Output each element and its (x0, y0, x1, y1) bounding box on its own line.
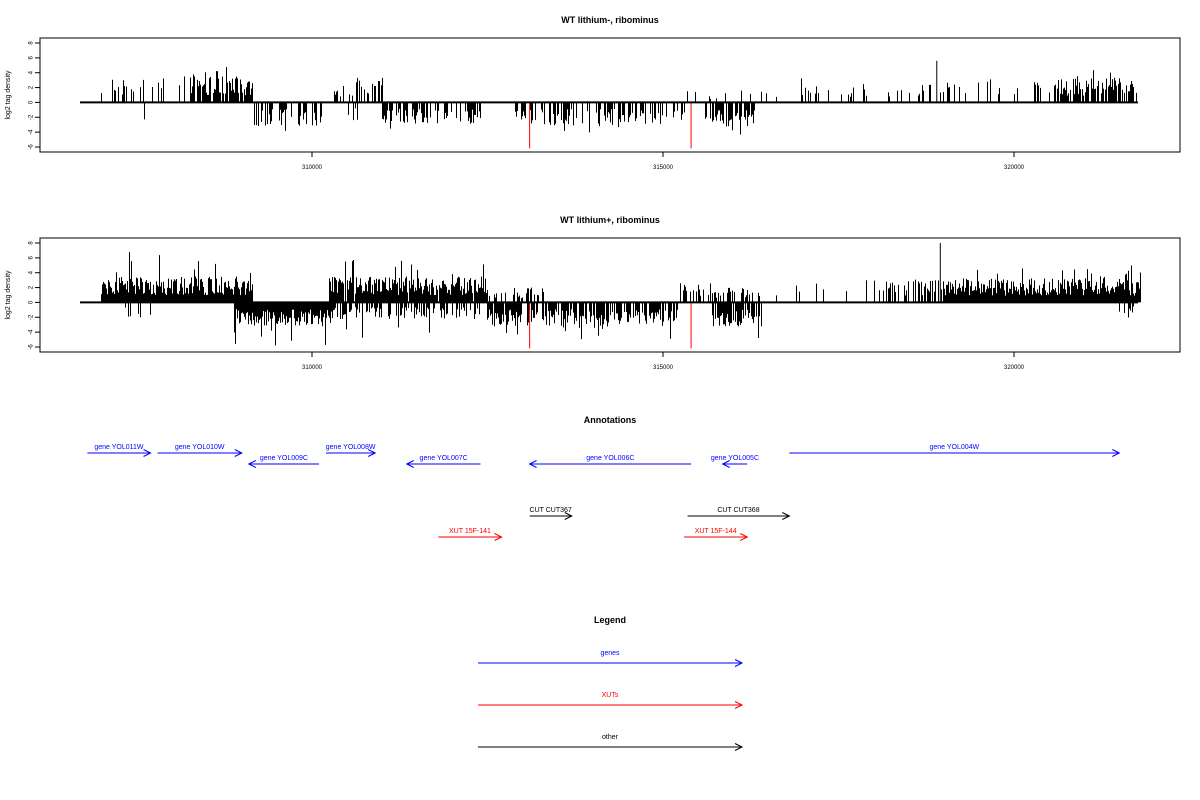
x-tick-label: 320000 (1004, 165, 1025, 171)
y-tick-label: -2 (29, 314, 35, 320)
track-lithium-minus: WT lithium-, ribominus log2 tag density … (5, 15, 1181, 171)
annotation-feature: CUT CUT368 (687, 507, 791, 520)
y-tick-label: 0 (29, 100, 35, 104)
y-tick-label: 4 (29, 70, 35, 74)
y-tick-label: 8 (29, 41, 35, 45)
annotation-feature: gene YOL004W (789, 444, 1121, 457)
x-tick-label: 315000 (653, 165, 674, 171)
x-tick-label: 320000 (1004, 365, 1025, 371)
feature-label: CUT CUT367 (530, 507, 572, 514)
y-tick-label: 8 (29, 241, 35, 245)
arrow-head (143, 449, 152, 457)
arrow-head (247, 460, 257, 468)
density-bars (80, 60, 1138, 149)
feature-label: gene YOL006C (586, 455, 634, 462)
arrow-head (740, 533, 749, 541)
x-tick-label: 315000 (653, 365, 674, 371)
feature-label: XUT 15F-141 (449, 528, 491, 535)
plot-frame (39, 237, 1181, 353)
arrow-head (721, 460, 730, 468)
feature-label: CUT CUT368 (717, 507, 759, 514)
annotations-title: Annotations (584, 415, 637, 425)
y-tick-label: 2 (29, 85, 35, 89)
annotations-track: Annotations gene YOL011W gene YOL010Wgene… (87, 415, 1121, 541)
plot-frame (39, 37, 1181, 153)
feature-label: gene YOL008W (326, 444, 376, 451)
feature-label: gene YOL007C (420, 455, 468, 462)
y-tick-label: 2 (29, 285, 35, 289)
feature-label: gene YOL005C (711, 455, 759, 462)
annotation-feature: gene YOL008W (326, 444, 377, 457)
track-lithium-plus: WT lithium+, ribominus log2 tag density … (5, 215, 1181, 371)
y-tick-label: 6 (29, 56, 35, 60)
arrow-head (782, 512, 791, 520)
arrow-head (528, 460, 537, 468)
feature-label: gene YOL009C (260, 455, 308, 462)
arrow-head (1112, 449, 1121, 457)
annotation-feature: gene YOL006C (528, 455, 692, 468)
arrow-head (734, 659, 744, 667)
legend-item: other (478, 734, 744, 751)
y-axis-label: log2 tag density (5, 70, 12, 120)
annotation-feature: gene YOL009C (247, 455, 320, 468)
y-tick-label: -4 (29, 329, 35, 335)
y-tick-label: 6 (29, 256, 35, 260)
y-tick-label: -6 (29, 344, 35, 350)
legend-item: XUTs (478, 692, 744, 709)
y-axis-label: log2 tag density (5, 270, 12, 320)
feature-label: gene YOL010W (175, 444, 225, 451)
annotation-features: gene YOL011W gene YOL010W gene YOL009C gene… (87, 444, 1121, 541)
y-tick-label: -4 (29, 129, 35, 135)
legend-label: genes (600, 650, 620, 657)
y-tick-label: -6 (29, 144, 35, 150)
axes: 8 6 4 2 0 -2 -4 -6 310000 315000 320000 (29, 41, 1025, 171)
legend-title: Legend (594, 615, 626, 625)
axes: 8 6 4 2 0 -2 -4 -6 310000 315000 320000 (29, 241, 1025, 371)
density-bars (80, 243, 1141, 349)
annotation-feature: CUT CUT367 (530, 507, 573, 520)
feature-label: gene YOL011W (94, 444, 144, 451)
arrow-head (564, 512, 573, 520)
y-tick-label: -2 (29, 114, 35, 120)
annotation-feature: gene YOL007C (405, 455, 481, 468)
arrow-head (234, 449, 243, 457)
track-title: WT lithium+, ribominus (560, 215, 660, 225)
legend: Legend genes XUTs other (478, 615, 744, 751)
annotation-feature: gene YOL005C (711, 455, 759, 468)
legend-label: other (602, 734, 619, 741)
arrow-head (734, 701, 744, 709)
arrow-head (494, 533, 503, 541)
legend-item: genes (478, 650, 744, 667)
annotation-feature: XUT 15F-144 (684, 528, 749, 541)
legend-items: genes XUTs other (478, 650, 744, 751)
annotation-feature: gene YOL011W (87, 444, 152, 457)
arrow-head (405, 460, 414, 468)
x-tick-label: 310000 (302, 365, 323, 371)
feature-label: gene YOL004W (929, 444, 979, 451)
track-title: WT lithium-, ribominus (561, 15, 659, 25)
annotation-feature: gene YOL010W (157, 444, 243, 457)
x-tick-label: 310000 (302, 165, 323, 171)
legend-label: XUTs (602, 692, 619, 699)
feature-label: XUT 15F-144 (695, 528, 737, 535)
annotation-feature: XUT 15F-141 (438, 528, 503, 541)
arrow-head (734, 743, 744, 751)
y-tick-label: 4 (29, 270, 35, 274)
y-tick-label: 0 (29, 300, 35, 304)
arrow-head (367, 449, 377, 457)
